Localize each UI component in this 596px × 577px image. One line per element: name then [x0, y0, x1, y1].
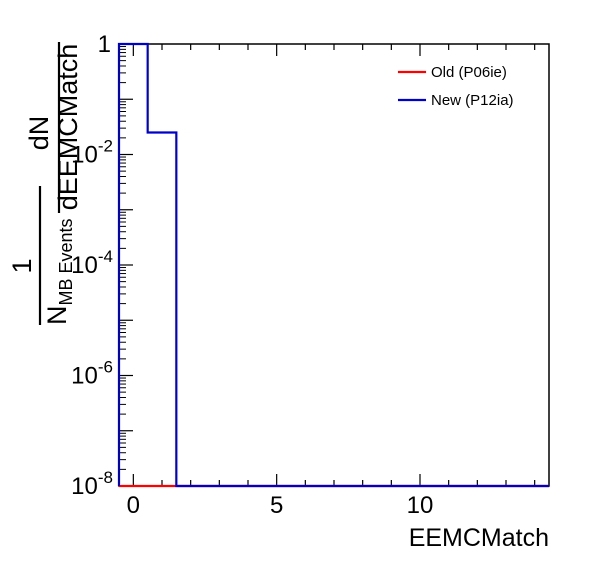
x-tick-label: 0 — [127, 492, 140, 519]
x-tick-label: 10 — [407, 492, 434, 519]
y-title-prefactor-numerator: 1 — [7, 258, 37, 273]
plot-frame — [118, 43, 550, 487]
y-title-prefactor-denominator: NMB Events — [42, 218, 76, 325]
legend-label: New (P12ia) — [431, 92, 514, 109]
series-line-new — [117, 42, 549, 488]
y-tick-label: 1 — [98, 31, 111, 58]
legend-label: Old (P06ie) — [431, 64, 507, 81]
y-title-fraction-numerator: dN — [24, 116, 54, 151]
y-axis-title: 1 NMB Events dN dEEMCMatch — [7, 42, 83, 325]
y-title-prefactor-denominator-subscript: MB Events — [56, 218, 76, 305]
y-tick-label: 10-8 — [71, 468, 113, 500]
y-title-prefactor-denominator-main: N — [42, 306, 72, 326]
series-layer — [117, 42, 549, 488]
y-tick-label: 10-6 — [71, 358, 113, 390]
x-tick-label: 5 — [270, 492, 283, 519]
y-tick-label: 10-2 — [71, 137, 113, 169]
x-axis-ticks: 0 5 10 — [127, 44, 536, 519]
x-axis-title: EEMCMatch — [409, 524, 549, 552]
y-title-fraction-denominator: dEEMCMatch — [53, 44, 83, 211]
y-tick-label: 10-4 — [71, 247, 113, 279]
y-axis-ticks: 1 10-2 10-4 10-6 10-8 — [71, 31, 133, 500]
legend: Old (P06ie) New (P12ia) — [398, 64, 514, 109]
